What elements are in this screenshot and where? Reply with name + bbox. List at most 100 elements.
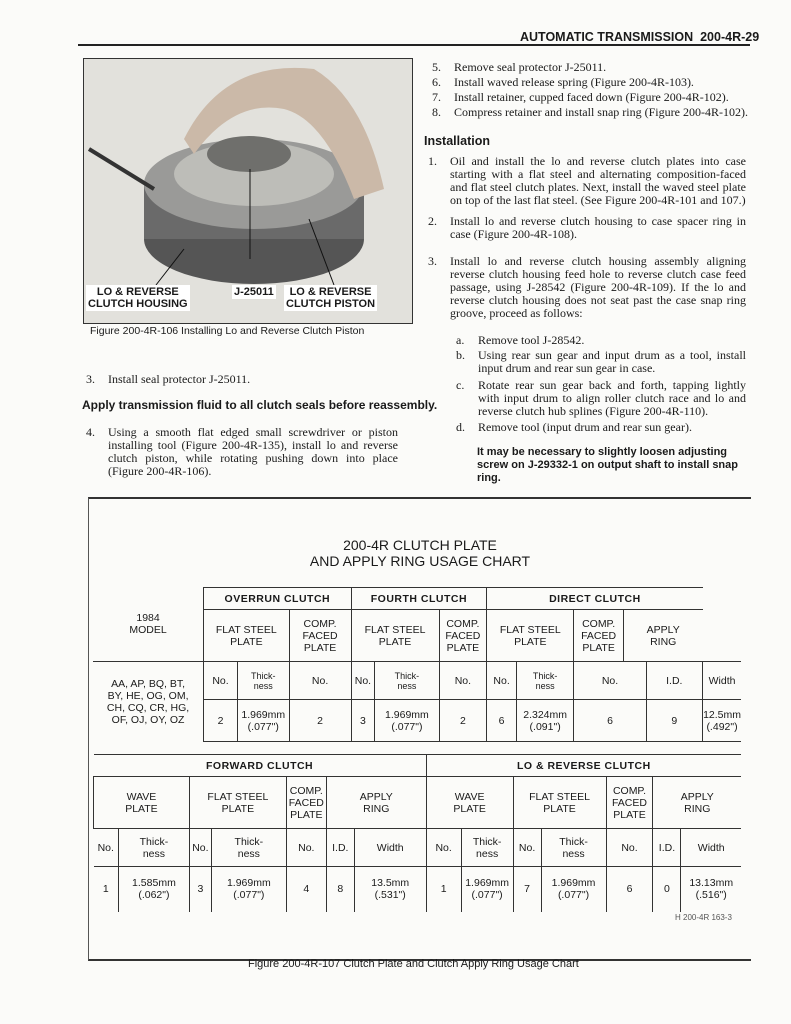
substep-c: c. Rotate rear sun gear back and forth, t… bbox=[456, 379, 746, 418]
snap-ring-note: It may be necessary to slightly loosen a… bbox=[477, 446, 738, 484]
subheader-cell: COMP. FACED PLATE bbox=[288, 609, 352, 662]
value-cell: 3 bbox=[188, 866, 212, 912]
group-lo-reverse: LO & REVERSE CLUTCH bbox=[425, 754, 741, 777]
label-tool-j25011: J-25011 bbox=[232, 285, 276, 299]
column-header: Thick- ness bbox=[210, 828, 287, 867]
substep-b: b. Using rear sun gear and input drum as … bbox=[456, 349, 746, 375]
clutch-usage-chart: 200-4R CLUTCH PLATE AND APPLY RING USAGE … bbox=[88, 497, 751, 961]
step-text: Remove tool (input drum and rear sun gea… bbox=[478, 420, 692, 434]
value-cell: 9 bbox=[645, 699, 704, 742]
column-header: Thick- ness bbox=[460, 828, 514, 867]
step-number: 7. bbox=[432, 90, 441, 104]
clutch-piston-photo bbox=[84, 59, 412, 323]
value-cell: 2.324mm (.091") bbox=[515, 699, 575, 742]
subheader-cell: FLAT STEEL PLATE bbox=[203, 609, 290, 662]
subheader-cell: FLAT STEEL PLATE bbox=[188, 776, 287, 829]
step-4-left: 4. Using a smooth flat edged small screwd… bbox=[86, 426, 398, 478]
column-header: No. bbox=[93, 828, 119, 867]
value-cell: 6 bbox=[486, 699, 517, 742]
page-number: 200-4R-29 bbox=[700, 30, 760, 44]
column-header: No. bbox=[438, 661, 488, 700]
chart-title-line-1: 200-4R CLUTCH PLATE bbox=[343, 537, 497, 553]
step-8: 8. Compress retainer and install snap rin… bbox=[432, 106, 752, 119]
step-number: 5. bbox=[432, 60, 441, 74]
fluid-note: Apply transmission fluid to all clutch s… bbox=[82, 398, 438, 412]
step-text: Remove seal protector J-25011. bbox=[454, 60, 607, 74]
install-step-2: 2. Install lo and reverse clutch housing … bbox=[428, 215, 746, 241]
chart-table-lower: FORWARD CLUTCH LO & REVERSE CLUTCH WAVE P… bbox=[93, 754, 741, 912]
subheader-cell: FLAT STEEL PLATE bbox=[350, 609, 440, 662]
value-cell: 2 bbox=[203, 699, 238, 742]
value-cell: 12.5mm (.492") bbox=[702, 699, 741, 742]
step-number: b. bbox=[456, 348, 465, 362]
header-rule bbox=[78, 44, 750, 46]
step-number: 8. bbox=[432, 105, 441, 119]
header-title: AUTOMATIC TRANSMISSION bbox=[520, 30, 694, 44]
step-text: Oil and install the lo and reverse clutc… bbox=[450, 154, 746, 207]
chart-title-line-2: AND APPLY RING USAGE CHART bbox=[309, 553, 531, 569]
column-header: I.D. bbox=[645, 661, 704, 700]
group-forward: FORWARD CLUTCH bbox=[93, 754, 427, 777]
running-header: AUTOMATIC TRANSMISSION 200-4R-29 bbox=[520, 30, 759, 44]
column-header: Width bbox=[680, 828, 741, 867]
column-header: Thick- ness bbox=[515, 661, 575, 700]
step-number: d. bbox=[456, 420, 465, 434]
value-cell: 1.969mm (.077") bbox=[460, 866, 514, 912]
value-cell: 8 bbox=[325, 866, 355, 912]
step-text: Install lo and reverse clutch housing as… bbox=[450, 254, 746, 320]
model-header: 1984 MODEL bbox=[93, 587, 205, 662]
column-header: No. bbox=[285, 828, 327, 867]
value-cell: 13.13mm (.516") bbox=[680, 866, 741, 912]
step-number: 3. bbox=[86, 372, 95, 386]
value-cell: 0 bbox=[652, 866, 682, 912]
value-cell: 3 bbox=[350, 699, 376, 742]
substep-d: d. Remove tool (input drum and rear sun g… bbox=[456, 421, 746, 434]
subheader-cell: APPLY RING bbox=[325, 776, 427, 829]
step-number: a. bbox=[456, 333, 465, 347]
label-lo-reverse-clutch-housing: LO & REVERSE CLUTCH HOUSING bbox=[86, 285, 190, 311]
column-header: No. bbox=[188, 828, 212, 867]
step-text: Compress retainer and install snap ring … bbox=[454, 105, 748, 119]
step-number: c. bbox=[456, 378, 465, 392]
value-cell: 4 bbox=[285, 866, 327, 912]
install-step-3: 3. Install lo and reverse clutch housing … bbox=[428, 255, 746, 320]
step-number: 2. bbox=[428, 214, 437, 228]
column-header: Width bbox=[353, 828, 427, 867]
column-header: No. bbox=[203, 661, 238, 700]
chart-table-upper: 1984 MODEL OVERRUN CLUTCH FOURTH CLUTCH DIR… bbox=[93, 587, 741, 742]
column-header: Thick- ness bbox=[236, 661, 290, 700]
step-7: 7. Install retainer, cupped faced down (F… bbox=[432, 91, 752, 104]
model-codes: AA, AP, BQ, BT, BY, HE, OG, OM, CH, CQ, … bbox=[93, 661, 205, 742]
value-cell: 1 bbox=[93, 866, 119, 912]
subheader-cell: FLAT STEEL PLATE bbox=[486, 609, 575, 662]
column-header: I.D. bbox=[325, 828, 355, 867]
column-header: Thick- ness bbox=[117, 828, 190, 867]
step-text: Install waved release spring (Figure 200… bbox=[454, 75, 694, 89]
column-header: No. bbox=[350, 661, 376, 700]
value-cell: 1 bbox=[425, 866, 462, 912]
column-header: No. bbox=[573, 661, 647, 700]
installation-heading: Installation bbox=[424, 134, 490, 148]
step-text: Using rear sun gear and input drum as a … bbox=[478, 348, 746, 375]
step-number: 3. bbox=[428, 254, 437, 268]
column-header: No. bbox=[486, 661, 517, 700]
subheader-cell: FLAT STEEL PLATE bbox=[512, 776, 607, 829]
group-fourth: FOURTH CLUTCH bbox=[350, 587, 488, 610]
column-header: Thick- ness bbox=[374, 661, 440, 700]
value-cell: 1.585mm (.062") bbox=[117, 866, 190, 912]
subheader-cell: COMP. FACED PLATE bbox=[285, 776, 327, 829]
substep-a: a. Remove tool J-28542. bbox=[456, 334, 746, 347]
step-5: 5. Remove seal protector J-25011. bbox=[432, 61, 752, 74]
group-direct: DIRECT CLUTCH bbox=[486, 587, 703, 610]
column-header: No. bbox=[512, 828, 542, 867]
step-3-left: 3. Install seal protector J-25011. bbox=[86, 373, 396, 386]
subheader-cell: COMP. FACED PLATE bbox=[605, 776, 654, 829]
install-step-1: 1. Oil and install the lo and reverse clu… bbox=[428, 155, 746, 207]
chart-title: 200-4R CLUTCH PLATE AND APPLY RING USAGE … bbox=[89, 537, 751, 569]
subheader-cell: WAVE PLATE bbox=[93, 776, 190, 829]
subheader-cell: COMP. FACED PLATE bbox=[573, 609, 624, 662]
value-cell: 6 bbox=[605, 866, 654, 912]
subheader-cell: WAVE PLATE bbox=[425, 776, 514, 829]
column-header: I.D. bbox=[652, 828, 682, 867]
